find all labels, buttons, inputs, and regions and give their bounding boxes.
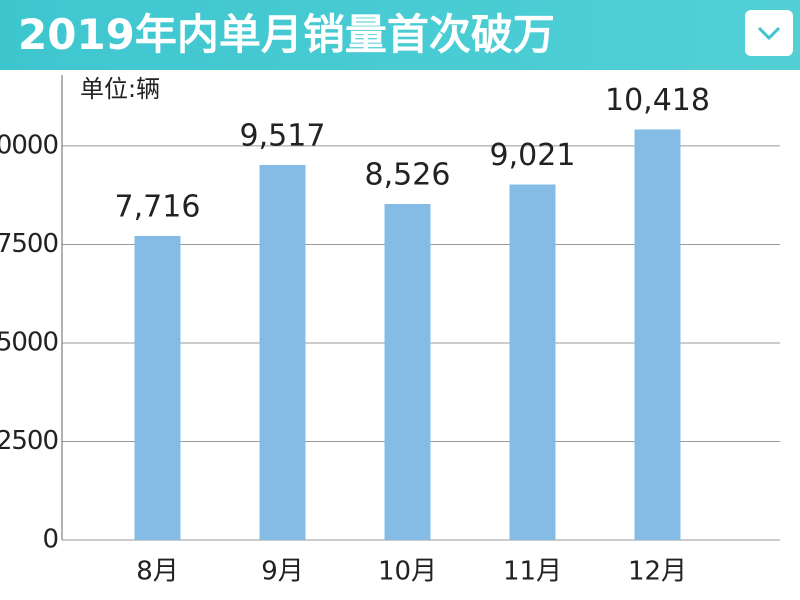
y-tick-label: 7500 (0, 229, 58, 259)
bar (259, 164, 306, 540)
y-tick-label: 0 (42, 525, 58, 555)
bar (384, 204, 431, 540)
bar (509, 184, 556, 540)
value-label: 8,526 (365, 158, 451, 193)
x-tick-label: 9月 (261, 557, 304, 587)
chart: 单位:辆 0 2500 5000 7500 10000 8月 7,716 9月 9,517 10月… (0, 75, 780, 587)
x-tick-label: 12月 (628, 557, 687, 587)
dropdown-button[interactable] (745, 10, 793, 56)
x-tick-label: 11月 (503, 557, 562, 587)
y-tick-label: 10000 (0, 130, 58, 160)
unit-label: 单位:辆 (80, 75, 160, 103)
chevron-icon (757, 26, 781, 41)
value-label: 9,021 (490, 138, 576, 173)
x-tick-label: 8月 (136, 557, 179, 587)
x-tick-label: 10月 (378, 557, 437, 587)
value-label: 9,517 (240, 118, 326, 153)
header: 2019年内单月销量首次破万 (0, 0, 800, 70)
page-title: 2019年内单月销量首次破万 (18, 10, 555, 59)
y-tick-label: 2500 (0, 426, 58, 456)
bar (634, 129, 681, 540)
value-label: 7,716 (115, 189, 201, 224)
y-tick-label: 5000 (0, 327, 58, 357)
bar (134, 235, 181, 540)
value-label: 10,418 (605, 83, 710, 118)
